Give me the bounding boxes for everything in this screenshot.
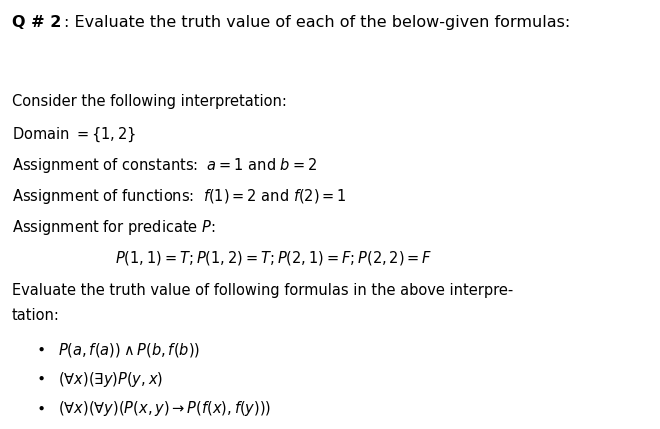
Text: tation:: tation:: [12, 308, 60, 323]
Text: Assignment for predicate $P$:: Assignment for predicate $P$:: [12, 218, 215, 237]
Text: Assignment of functions:  $f(1) = 2$ and $f(2) = 1$: Assignment of functions: $f(1) = 2$ and …: [12, 187, 346, 206]
Text: $\bullet$: $\bullet$: [36, 341, 45, 356]
Text: $P(a, f(a)) \wedge P(b, f(b))$: $P(a, f(a)) \wedge P(b, f(b))$: [58, 341, 200, 359]
Text: Assignment of constants:  $a = 1$ and $b = 2$: Assignment of constants: $a = 1$ and $b …: [12, 156, 317, 175]
Text: $P(1,1) = T; P(1,2) = T; P(2,1) = F; P(2,2) = F$: $P(1,1) = T; P(1,2) = T; P(2,1) = F; P(2…: [115, 249, 433, 267]
Text: Consider the following interpretation:: Consider the following interpretation:: [12, 94, 286, 109]
Text: $(\forall x)(\exists y)P(y, x)$: $(\forall x)(\exists y)P(y, x)$: [58, 370, 163, 389]
Text: $(\forall x)(\forall y)(P(x, y) \rightarrow P(f(x), f(y)))$: $(\forall x)(\forall y)(P(x, y) \rightar…: [58, 399, 271, 418]
Text: Evaluate the truth value of following formulas in the above interpre-: Evaluate the truth value of following fo…: [12, 283, 513, 298]
Text: $\bullet$: $\bullet$: [36, 399, 45, 414]
Text: : Evaluate the truth value of each of the below-given formulas:: : Evaluate the truth value of each of th…: [64, 15, 570, 30]
Text: Domain $= \{1, 2\}$: Domain $= \{1, 2\}$: [12, 125, 136, 144]
Text: $\bullet$: $\bullet$: [36, 370, 45, 385]
Text: Q # 2: Q # 2: [12, 15, 61, 30]
